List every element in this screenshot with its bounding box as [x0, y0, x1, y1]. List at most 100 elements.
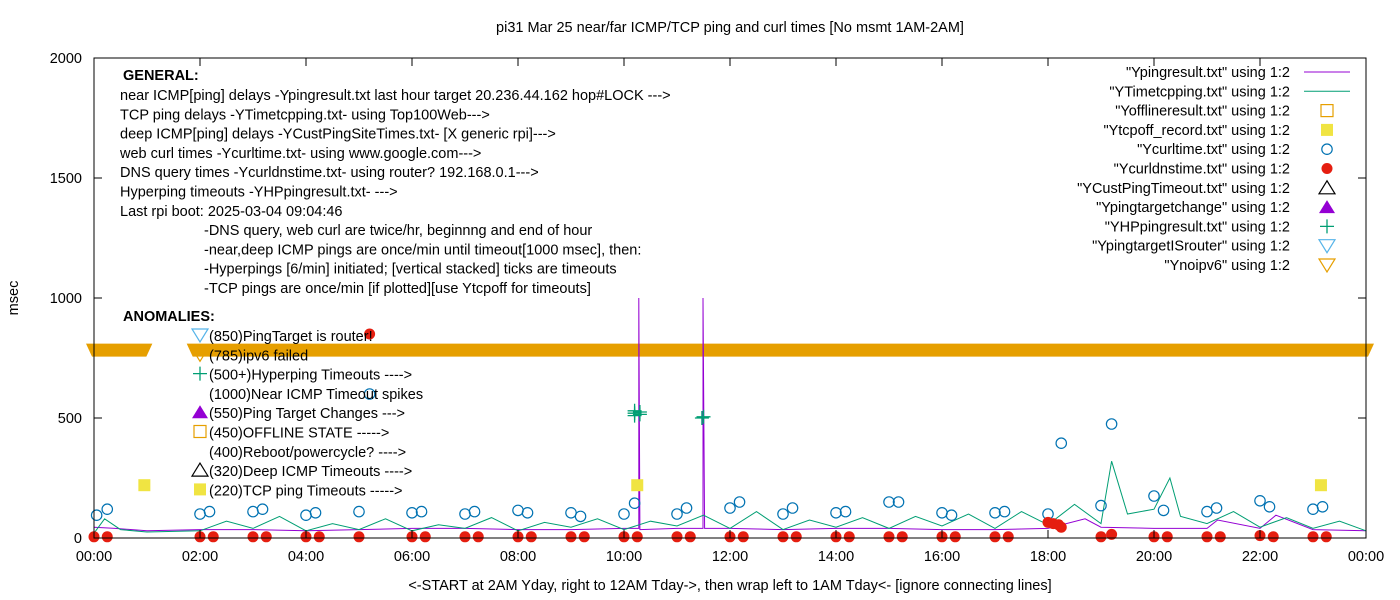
legend-label: "YTimetcpping.txt" using 1:2 [1109, 84, 1290, 100]
data-point [1055, 521, 1067, 533]
anomaly-line: (500+)Hyperping Timeouts ----> [209, 368, 412, 384]
data-point [998, 505, 1011, 518]
data-point [883, 531, 895, 543]
general-line: TCP ping delays -YTimetcpping.txt- using… [120, 107, 490, 123]
legend-label: "Yofflineresult.txt" using 1:2 [1115, 104, 1290, 120]
legend-swatch [1319, 200, 1335, 214]
data-point [1254, 494, 1266, 507]
anomaly-key [194, 483, 206, 496]
x-tick-label: 00:00 [1348, 549, 1384, 565]
note-line: -Hyperpings [6/min] initiated; [vertical… [204, 262, 617, 278]
general-line: DNS query times -Ycurldnstime.txt- using… [120, 165, 539, 181]
series-line [93, 297, 1367, 532]
general-line: deep ICMP[ping] delays -YCustPingSiteTim… [120, 127, 556, 143]
x-tick-label: 10:00 [606, 549, 642, 565]
noipv6-band-segment [186, 343, 1375, 357]
data-point [949, 531, 961, 543]
data-point [696, 409, 711, 424]
legend-swatch [1321, 143, 1333, 155]
x-tick-label: 16:00 [924, 549, 960, 565]
general-line: Hyperping timeouts -YHPpingresult.txt- -… [120, 185, 398, 201]
x-axis-label: <-START at 2AM Yday, right to 12AM Tday-… [408, 578, 1051, 594]
legend-label: "Ypingresult.txt" using 1:2 [1126, 65, 1290, 81]
general-line: Last rpi boot: 2025-03-04 09:04:46 [120, 204, 343, 220]
data-point [521, 506, 534, 519]
data-point [1314, 479, 1327, 492]
series-layer [86, 297, 1375, 543]
legend-swatch [1317, 239, 1337, 254]
data-point [1161, 531, 1173, 543]
data-point [565, 506, 577, 519]
data-point [694, 411, 709, 425]
data-point [472, 531, 484, 543]
legend: "Ypingresult.txt" using 1:2 "YTimetcpping… [1077, 65, 1350, 274]
legend-swatch [1317, 179, 1337, 195]
data-point [1210, 502, 1223, 514]
legend-label: "Ypingtargetchange" using 1:2 [1096, 200, 1290, 216]
data-point [203, 505, 216, 518]
noipv6-band-segment [86, 343, 153, 357]
anomaly-line: (550)Ping Target Changes ---> [209, 406, 405, 422]
x-tick-label: 12:00 [712, 549, 748, 565]
data-point [1095, 499, 1107, 512]
data-point [632, 405, 647, 419]
anomaly-key [190, 328, 210, 344]
data-point [631, 531, 643, 543]
x-tick-label: 20:00 [1136, 549, 1172, 565]
data-point [777, 531, 789, 543]
noipv6-band [86, 343, 1375, 357]
data-point [945, 509, 958, 521]
data-point [618, 508, 630, 520]
x-tick-label: 18:00 [1030, 549, 1066, 565]
data-point [1157, 504, 1170, 517]
data-point [260, 531, 272, 543]
data-point [363, 388, 376, 400]
x-tick-label: 04:00 [288, 549, 324, 565]
legend-swatch [1321, 123, 1333, 136]
data-point [1214, 531, 1226, 543]
data-point [459, 508, 471, 520]
legend-label: "Ynoipv6" using 1:2 [1164, 258, 1290, 274]
anomaly-key [193, 366, 207, 381]
anomaly-line: (400)Reboot/powercycle? ----> [209, 445, 406, 461]
data-point [1105, 418, 1118, 430]
data-point [724, 502, 736, 514]
anomaly-key [192, 405, 208, 419]
data-point [101, 503, 114, 515]
data-point [839, 505, 852, 518]
data-point [830, 506, 842, 519]
anomaly-key [190, 347, 210, 363]
data-point [512, 504, 524, 517]
axes: 0 500 1000 1500 2000 00:00 02:00 04:00 06:00 08:0… [50, 51, 1384, 565]
anomaly-line: (850)PingTarget is router! [209, 329, 373, 345]
x-tick-label: 02:00 [182, 549, 218, 565]
data-point [194, 508, 206, 520]
note-line: -TCP pings are once/min [if plotted][use… [204, 281, 591, 297]
data-point [1106, 528, 1118, 540]
general-line: near ICMP[ping] delays -Ypingresult.txt … [120, 88, 671, 104]
data-point [684, 531, 696, 543]
legend-label: "Ytcpoff_record.txt" using 1:2 [1103, 123, 1290, 139]
data-point [737, 531, 749, 543]
data-point [574, 510, 587, 523]
y-tick-label: 1500 [50, 171, 82, 187]
data-point [207, 531, 219, 543]
anomaly-key [193, 424, 207, 439]
x-tick-label: 06:00 [394, 549, 430, 565]
data-point [631, 479, 644, 492]
legend-label: "Ycurldnstime.txt" using 1:2 [1114, 162, 1290, 178]
data-point [353, 531, 365, 543]
legend-label: "YHPpingresult.txt" using 1:2 [1105, 219, 1290, 235]
note-line: -near,deep ICMP pings are once/min until… [204, 242, 641, 258]
data-point [1316, 500, 1329, 513]
anomalies-title: ANOMALIES: [123, 309, 215, 325]
x-tick-label: 00:00 [76, 549, 112, 565]
data-point [1201, 505, 1213, 518]
data-point [989, 531, 1001, 543]
data-point [459, 531, 471, 543]
data-point [468, 505, 481, 518]
note-line: -DNS query, web curl are twice/hr, begin… [204, 223, 592, 239]
data-point [1148, 490, 1160, 502]
legend-label: "Ycurltime.txt" using 1:2 [1137, 142, 1290, 158]
data-point [1095, 531, 1107, 543]
